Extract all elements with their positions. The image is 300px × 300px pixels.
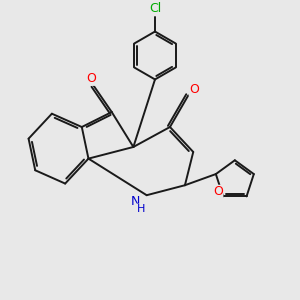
Text: N: N — [130, 195, 140, 208]
Text: H: H — [136, 204, 145, 214]
Text: Cl: Cl — [149, 2, 161, 15]
Text: O: O — [213, 185, 223, 198]
Text: O: O — [86, 72, 96, 85]
Text: O: O — [189, 83, 199, 96]
